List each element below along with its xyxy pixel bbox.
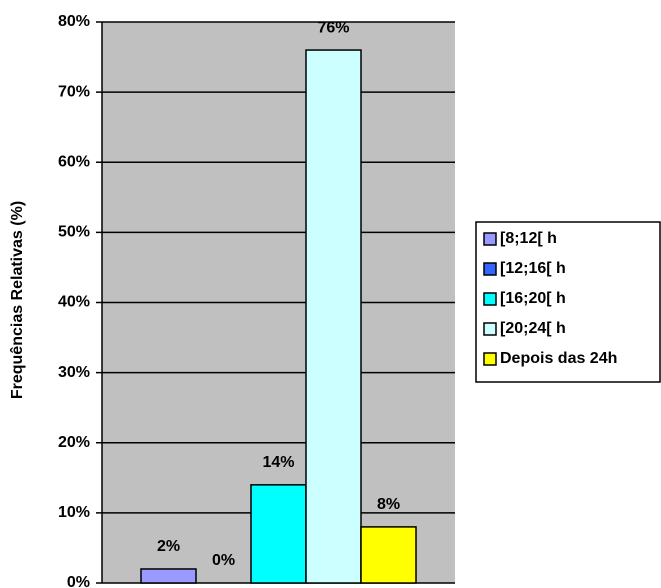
bar (250, 484, 307, 584)
y-tick-label: 40% (58, 294, 90, 311)
data-label: 76% (317, 19, 349, 36)
legend-swatch (483, 292, 497, 306)
y-tick-label: 60% (58, 153, 90, 170)
legend-swatch (483, 322, 497, 336)
bar (360, 526, 417, 584)
bar (140, 568, 197, 584)
y-tick-label: 50% (58, 224, 90, 241)
y-tick-label: 10% (58, 504, 90, 521)
y-tick-label: 0% (67, 574, 90, 588)
legend-label: [8;12[ h (500, 230, 557, 247)
legend-label: [12;16[ h (500, 260, 566, 277)
data-label: 2% (157, 538, 180, 555)
data-label: 8% (377, 496, 400, 513)
y-tick-label: 80% (58, 13, 90, 30)
legend-label: [16;20[ h (500, 290, 566, 307)
y-tick-label: 30% (58, 364, 90, 381)
y-axis-label: Frequências Relativas (%) (9, 201, 26, 399)
legend-swatch (483, 262, 497, 276)
legend-label: Depois das 24h (500, 350, 617, 367)
legend-swatch (483, 352, 497, 366)
data-label: 14% (262, 454, 294, 471)
legend-label: [20;24[ h (500, 320, 566, 337)
legend-swatch (483, 232, 497, 246)
y-tick-label: 70% (58, 83, 90, 100)
y-tick-label: 20% (58, 434, 90, 451)
bar (305, 49, 362, 584)
data-label: 0% (212, 552, 235, 569)
legend-box (475, 221, 661, 383)
